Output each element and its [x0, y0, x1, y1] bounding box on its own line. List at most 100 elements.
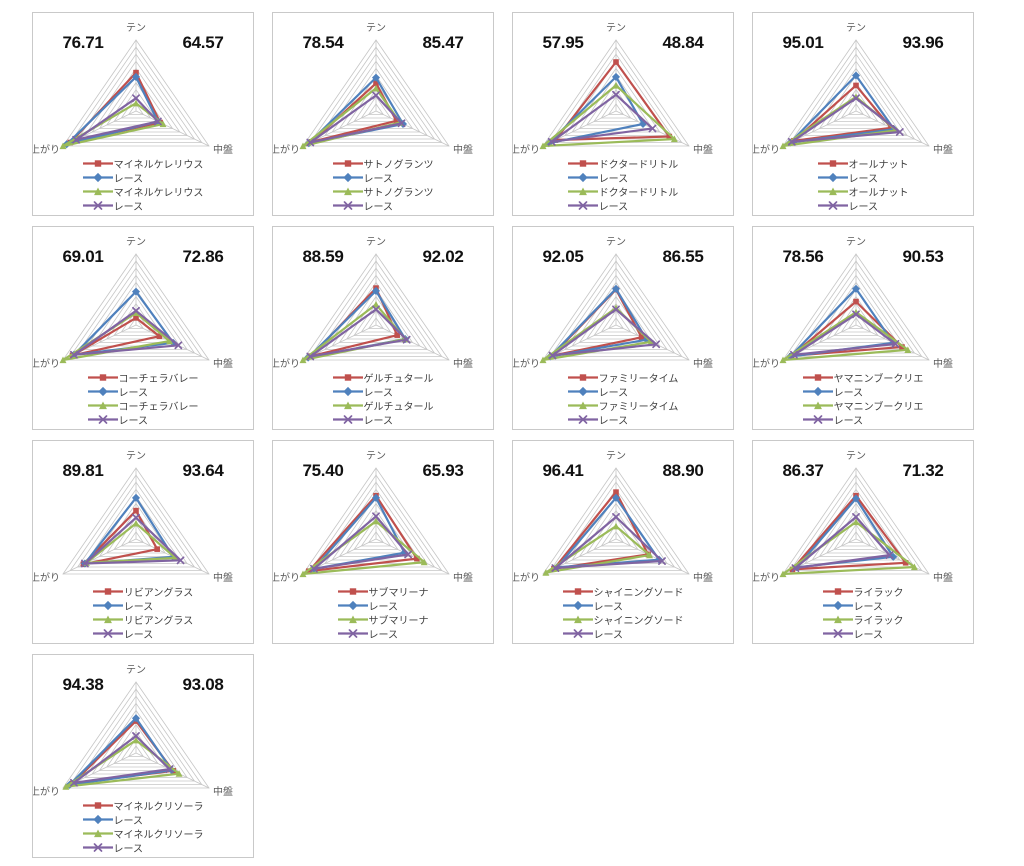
legend-swatch — [562, 628, 593, 638]
legend-item: レース — [567, 170, 628, 185]
legend-item: レース — [562, 598, 624, 613]
legend-swatch — [92, 628, 123, 638]
legend-label: レース — [593, 601, 624, 613]
legend-label: サブマリーナ — [368, 615, 429, 627]
series-marker — [852, 513, 860, 521]
radar-chart-card[interactable]: 92.05 86.55 テン 中盤 上がり ファミリータイム レース ファミリータイムレ… — [512, 226, 734, 430]
legend: サトノグランツ レース サトノグランツ レース — [273, 156, 493, 213]
legend-swatch — [562, 600, 593, 610]
grid-ring — [542, 39, 690, 147]
grid-ring — [782, 467, 930, 575]
series-polygon — [551, 308, 658, 357]
right-score: 72.86 — [182, 247, 224, 266]
legend-label: マイネルケレリウス — [113, 187, 204, 199]
grid-ring — [69, 46, 203, 143]
radar-chart-card[interactable]: 78.56 90.53 テン 中盤 上がり ヤマニンブークリエ レース ヤマニンブークリ… — [752, 226, 974, 430]
legend-label: レース — [363, 387, 394, 399]
series-marker — [833, 628, 842, 638]
grid-ring — [607, 317, 625, 329]
legend-label: シャイニングソード — [593, 615, 684, 627]
series-marker — [393, 118, 400, 124]
legend-item: レース — [817, 198, 879, 213]
series-marker — [306, 352, 315, 361]
legend-swatch — [567, 401, 598, 409]
legend-label: レース — [833, 415, 864, 427]
series-marker — [578, 172, 588, 182]
series-polygon — [309, 308, 408, 358]
series-marker — [344, 159, 351, 167]
legend-item: レース — [87, 384, 148, 399]
series-marker — [132, 306, 140, 315]
series-polygon — [72, 734, 171, 784]
legend-swatch — [802, 401, 833, 409]
radar-chart-card[interactable]: 89.81 93.64 テン 中盤 上がり リビアングラス レース リビアングラス レース — [32, 440, 254, 644]
radar-chart-card[interactable]: 76.71 64.57 テン 中盤 上がり マイネルケレリウス レース マイネルケレリウ… — [32, 12, 254, 216]
radar-chart-card[interactable]: 94.38 93.08 テン 中盤 上がり マイネルクリソーラ レース マイネルクリソー… — [32, 654, 254, 858]
series-marker — [131, 287, 141, 296]
legend-item: レース — [567, 412, 628, 427]
right-score: 64.57 — [182, 33, 224, 52]
grid-ring — [120, 524, 152, 547]
series-marker — [539, 356, 547, 364]
legend-swatch — [332, 200, 363, 210]
legend-swatch — [332, 373, 363, 381]
legend-swatch — [82, 187, 113, 195]
axis-label-ten: テン — [126, 237, 146, 248]
legend: オールナット レース オールナット レース — [753, 156, 973, 213]
radar-chart-card[interactable]: 78.54 85.47 テン 中盤 上がり サトノグランツ レース サトノグランツ レース — [272, 12, 494, 216]
series-marker — [103, 628, 113, 638]
legend: サブマリーナ レース サブマリーナ レース — [273, 584, 493, 641]
axis-label-chuban: 中盤 — [693, 143, 713, 156]
legend-items: マイネルケレリウス レース マイネルケレリウス レース — [82, 156, 204, 213]
legend-label: ドクタードリトル — [598, 187, 679, 199]
grid-ring — [833, 516, 879, 550]
series-marker — [397, 119, 406, 128]
axis-label-chuban: 中盤 — [933, 571, 953, 584]
radar-chart-card[interactable]: 69.01 72.86 テン 中盤 上がり コーチェラバレー レース コーチェラバレーレ… — [32, 226, 254, 430]
series-marker — [572, 600, 583, 610]
legend-item: ヤマニンブークリエ — [802, 398, 923, 413]
series-marker — [828, 187, 837, 195]
axis-label-agari: 上がり — [273, 571, 300, 584]
series-marker — [829, 159, 836, 167]
series-marker — [402, 335, 411, 344]
left-score: 86.37 — [782, 461, 824, 480]
axis-spoke — [135, 110, 210, 147]
grid-ring — [324, 274, 428, 350]
grid-ring — [607, 103, 625, 115]
radar-chart-card[interactable]: 96.41 88.90 テン 中盤 上がり シャイニングソード レース シャイニングソー… — [512, 440, 734, 644]
legend-item: レース — [562, 626, 623, 641]
legend-swatch — [817, 159, 848, 167]
legend-swatch — [822, 600, 853, 610]
legend: マイネルケレリウス レース マイネルケレリウス レース — [33, 156, 253, 213]
grid-ring — [106, 295, 166, 340]
legend-swatch — [332, 187, 363, 195]
series-marker — [787, 137, 796, 146]
legend-item: ヤマニンブークリエ — [802, 370, 923, 385]
series-marker — [813, 386, 823, 396]
series-marker — [814, 373, 821, 381]
series-polygon — [790, 300, 904, 357]
legend-label: レース — [848, 201, 879, 213]
series-marker — [372, 512, 380, 521]
radar-chart-card[interactable]: 88.59 92.02 テン 中盤 上がり ゲルチュタール レース ゲルチュタール レース — [272, 226, 494, 430]
grid-ring — [309, 260, 443, 357]
radar-chart-card[interactable]: 75.40 65.93 テン 中盤 上がり サブマリーナ レース サブマリーナ レース — [272, 440, 494, 644]
series-marker — [394, 332, 400, 338]
right-score: 88.90 — [662, 461, 704, 480]
series-marker — [612, 305, 620, 314]
series-marker — [899, 344, 905, 350]
legend-swatch — [87, 414, 118, 424]
series-polygon — [85, 522, 177, 564]
series-marker — [299, 570, 307, 578]
right-score: 93.08 — [182, 675, 224, 694]
series-marker — [94, 159, 101, 167]
left-score: 92.05 — [542, 247, 584, 266]
radar-chart-card[interactable]: 57.95 48.84 テン 中盤 上がり ドクタードリトル レース ドクタードリトルレ… — [512, 12, 734, 216]
legend-label: シャイニングソード — [593, 587, 684, 599]
series-polygon — [65, 75, 160, 146]
radar-chart-card[interactable]: 86.37 71.32 テン 中盤 上がり ライラック レース ライラック レース — [752, 440, 974, 644]
series-marker — [372, 517, 380, 525]
radar-chart-card[interactable]: 95.01 93.96 テン 中盤 上がり オールナット レース オールナット レース — [752, 12, 974, 216]
